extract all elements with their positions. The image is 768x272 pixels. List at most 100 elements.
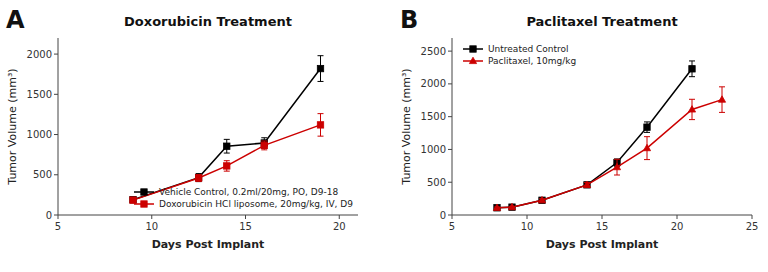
x-tick-label: 15	[239, 221, 252, 232]
chart-root: 5 10 15 20 0 500 1000 1500 2000 Days Post Implant…	[0, 0, 768, 272]
error-bar	[261, 138, 267, 148]
data-point	[494, 205, 500, 211]
data-point	[688, 106, 695, 112]
y-axis-label: Tumor Volume (mm³)	[6, 68, 19, 185]
series-line	[497, 100, 722, 208]
data-point	[689, 66, 695, 72]
y-tick-label: 2500	[421, 46, 446, 57]
y-tick-label: 500	[427, 177, 446, 188]
error-bar	[318, 56, 324, 82]
x-axis-label: Days Post Implant	[546, 238, 659, 251]
y-tick	[54, 174, 58, 175]
x-axis-line	[58, 215, 358, 216]
data-point	[508, 203, 515, 209]
y-tick-label: 2000	[27, 49, 52, 60]
legend-item: Untreated Control	[463, 44, 569, 54]
data-point	[195, 174, 201, 180]
legend-item: Paclitaxel, 10mg/kg	[463, 56, 576, 66]
legend-marker	[141, 189, 147, 195]
legend: Untreated Control Paclitaxel, 10mg/kg	[463, 44, 576, 66]
error-bar	[644, 137, 650, 160]
y-tick-label: 500	[33, 169, 52, 180]
x-tick	[151, 215, 152, 219]
x-tick-label: 15	[596, 221, 609, 232]
data-point	[261, 142, 267, 148]
y-axis-line	[452, 38, 453, 215]
data-point	[644, 124, 650, 130]
legend-marker	[470, 46, 476, 52]
data-point	[224, 163, 230, 169]
data-point	[613, 163, 620, 169]
x-tick	[752, 215, 753, 219]
plot-area	[493, 61, 725, 211]
x-tick	[452, 215, 453, 219]
y-tick-label: 0	[440, 210, 446, 221]
y-tick-label: 1500	[27, 89, 52, 100]
x-tick	[602, 215, 603, 219]
panel: 5 10 15 20 25 0 500 1000 1500 2000 2500 Days Post I…	[400, 6, 758, 251]
y-tick	[54, 215, 58, 216]
data-point	[643, 144, 650, 150]
y-tick	[448, 116, 452, 117]
data-point	[718, 96, 725, 102]
y-tick	[448, 83, 452, 84]
error-bar	[689, 61, 695, 77]
chart-title: Paclitaxel Treatment	[526, 14, 677, 29]
series-line	[497, 69, 692, 208]
x-tick	[245, 215, 246, 219]
x-tick	[339, 215, 340, 219]
error-bar	[719, 87, 725, 113]
y-tick	[448, 149, 452, 150]
x-tick-label: 10	[521, 221, 534, 232]
y-tick-label: 1500	[421, 111, 446, 122]
x-tick-label: 10	[145, 221, 158, 232]
series-line	[133, 69, 321, 200]
x-tick	[527, 215, 528, 219]
y-tick	[448, 182, 452, 183]
legend-marker	[141, 201, 147, 207]
error-bar	[614, 159, 620, 175]
error-bar	[224, 161, 230, 171]
y-tick-label: 2000	[421, 78, 446, 89]
x-axis-label: Days Post Implant	[152, 238, 265, 251]
x-tick-label: 25	[746, 221, 759, 232]
error-bar	[196, 174, 202, 182]
y-axis-line	[58, 38, 59, 215]
y-tick	[54, 94, 58, 95]
data-point	[317, 122, 323, 128]
data-point	[224, 143, 230, 149]
plot-area	[130, 56, 324, 204]
error-bar	[196, 175, 202, 181]
error-bar	[261, 141, 267, 150]
y-tick-label: 1000	[27, 129, 52, 140]
legend-label: Vehicle Control, 0.2ml/20mg, PO, D9-18	[159, 187, 338, 197]
data-point	[195, 175, 201, 181]
y-tick	[448, 215, 452, 216]
data-point	[584, 182, 590, 188]
y-tick	[54, 134, 58, 135]
data-point	[317, 65, 323, 71]
legend-marker	[469, 57, 476, 63]
x-tick-label: 5	[55, 221, 61, 232]
error-bar	[318, 114, 324, 137]
y-tick	[54, 54, 58, 55]
y-axis-label: Tumor Volume (mm³)	[400, 68, 413, 185]
data-point	[539, 197, 545, 203]
x-tick-label: 5	[449, 221, 455, 232]
data-point	[130, 197, 136, 203]
error-bar	[689, 99, 695, 119]
y-tick	[448, 51, 452, 52]
data-point	[130, 197, 136, 203]
error-bar	[644, 122, 650, 132]
data-point	[509, 204, 515, 210]
data-point	[538, 196, 545, 202]
x-tick-label: 20	[333, 221, 346, 232]
panel: 51015200500100015002000Days Post Implant…	[6, 6, 358, 251]
data-point	[583, 181, 590, 187]
legend-label: Untreated Control	[488, 44, 569, 54]
y-tick-label: 1000	[421, 144, 446, 155]
error-bar	[224, 139, 230, 153]
x-tick	[58, 215, 59, 219]
x-tick-label: 20	[671, 221, 684, 232]
x-tick	[677, 215, 678, 219]
